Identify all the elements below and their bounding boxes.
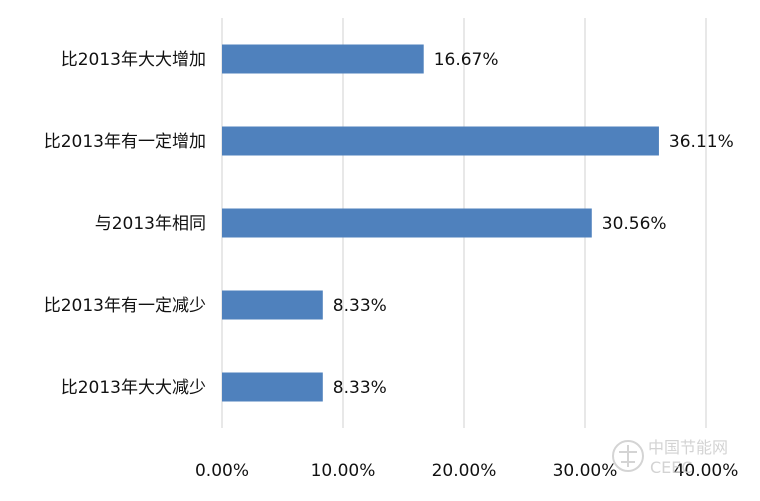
bar-3 (222, 290, 323, 320)
x-tick-label-2: 20.00% (432, 461, 497, 481)
bar-1 (222, 126, 659, 156)
category-label-0: 比2013年大大增加 (61, 50, 206, 70)
category-label-4: 比2013年大大减少 (61, 378, 206, 398)
watermark-text-top: 中国节能网 (648, 438, 728, 457)
data-label-4: 8.33% (333, 378, 387, 398)
data-label-0: 16.67% (434, 50, 499, 70)
bar-layer (222, 44, 659, 402)
watermark: 中国节能网 CEEC (612, 438, 728, 477)
category-label-2: 与2013年相同 (95, 214, 206, 234)
x-tick-label-0: 0.00% (195, 461, 249, 481)
x-tick-label-1: 10.00% (311, 461, 376, 481)
data-label-2: 30.56% (602, 214, 667, 234)
bar-2 (222, 208, 592, 238)
data-label-1: 36.11% (669, 132, 734, 152)
label-layer: 0.00% 10.00% 20.00% 30.00% 40.00% 比2013年大大增加 1… (44, 50, 739, 481)
ceec-logo-icon (612, 440, 644, 472)
data-label-3: 8.33% (333, 296, 387, 316)
bar-4 (222, 372, 323, 402)
bar-0 (222, 44, 424, 74)
x-tick-label-4: 40.00% (674, 461, 739, 481)
x-tick-label-3: 30.00% (553, 461, 618, 481)
category-label-1: 比2013年有一定增加 (44, 132, 206, 152)
category-label-3: 比2013年有一定减少 (44, 296, 206, 316)
watermark-text-bottom: CEEC (650, 458, 693, 477)
